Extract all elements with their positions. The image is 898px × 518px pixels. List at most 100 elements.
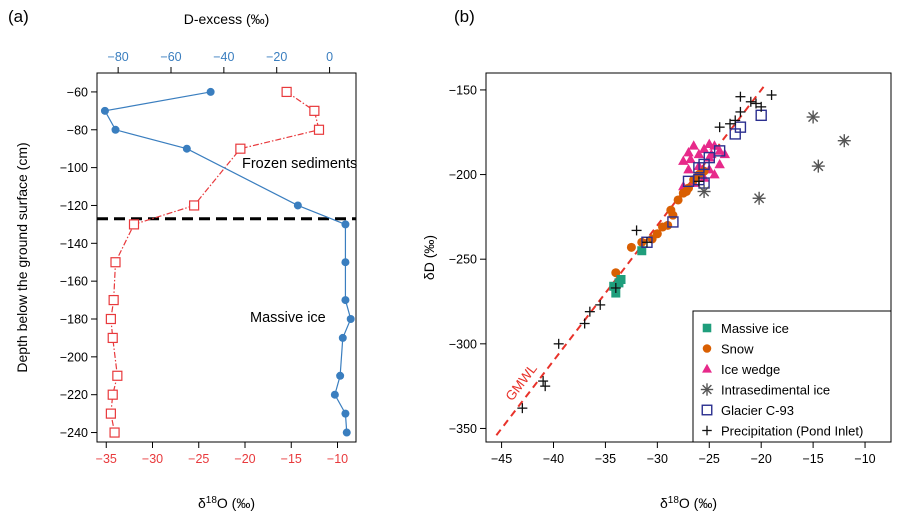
dexcess-point	[341, 258, 350, 267]
x-tick-label: −20	[751, 452, 772, 466]
ice_wedge-point	[714, 145, 725, 155]
precip-point	[735, 91, 746, 102]
asterisk-stroke	[808, 111, 819, 123]
dexcess-series	[100, 87, 355, 437]
panel-label-a: (a)	[8, 7, 29, 26]
dexcess-line	[103, 91, 352, 433]
y-tick-label: −200	[60, 350, 88, 364]
massive_ice-point	[637, 246, 647, 256]
legend-label-snow: Snow	[721, 342, 754, 357]
snow-point	[652, 229, 662, 239]
precip-point	[610, 282, 621, 293]
legend-marker-glacier	[701, 404, 713, 416]
y-tick-label: −200	[449, 168, 477, 182]
precip-point	[735, 106, 746, 117]
x-tick-label: −25	[699, 452, 720, 466]
x-tick-label: −30	[647, 452, 668, 466]
d18o-point	[107, 389, 118, 400]
precip-point	[756, 101, 767, 112]
y-tick-label: −150	[449, 83, 477, 97]
y-tick-label: −350	[449, 422, 477, 436]
precip-point	[579, 318, 590, 329]
y-tick-label: −160	[60, 275, 88, 289]
dexcess-point	[182, 144, 191, 153]
precip-point	[693, 176, 704, 187]
dexcess-point	[206, 87, 215, 96]
d18o-point	[110, 257, 121, 268]
x-bottom-tick-label: −15	[281, 452, 302, 466]
precip-point	[766, 90, 777, 101]
legend-marker-massive_ice	[702, 323, 712, 333]
legend-label-massive_ice: Massive ice	[721, 321, 789, 336]
d18o-point	[309, 105, 320, 116]
precip-point	[553, 338, 564, 349]
dexcess-point	[338, 333, 347, 342]
asterisk-stroke	[698, 186, 710, 197]
d18o-point	[313, 124, 325, 135]
panel-label-b: (b)	[454, 7, 475, 26]
legend-marker-snow	[702, 344, 712, 353]
massive_ice-point	[611, 288, 621, 298]
asterisk-stroke	[702, 384, 712, 395]
ice_wedge-point	[688, 140, 699, 150]
x-bottom-tick-label: −25	[188, 452, 209, 466]
d18o-point	[108, 294, 119, 306]
d18o-point	[128, 219, 140, 230]
intrasedimental-point	[752, 191, 766, 205]
y-tick-label: −60	[67, 85, 88, 99]
asterisk-stroke	[839, 135, 850, 146]
intrasedimental-point	[697, 184, 711, 198]
ice_wedge-point	[709, 140, 720, 150]
snow-point	[681, 186, 691, 196]
y-tick-label: −100	[60, 161, 88, 175]
precip-series	[517, 90, 777, 414]
precip-point	[584, 306, 595, 317]
legend-marker-precip	[702, 425, 712, 436]
annotation-massive-ice: Massive ice	[250, 310, 326, 326]
panel-a: −60−80−100−120−140−160−180−200−220−240−3…	[8, 7, 357, 511]
precip-point	[631, 225, 642, 236]
legend-label-ice_wedge: Ice wedge	[721, 362, 780, 377]
glacier-point	[713, 145, 726, 157]
y-tick-label: −220	[60, 388, 88, 402]
x-bottom-tick-label: −20	[234, 452, 255, 466]
x-tick-label: −10	[854, 452, 875, 466]
glacier-point	[693, 162, 705, 174]
massive_ice-point	[609, 281, 619, 291]
d18o-point	[189, 200, 200, 211]
precip-point	[751, 98, 761, 109]
d18o-point	[105, 313, 116, 325]
y-tick-label: −140	[60, 237, 88, 251]
d18o-point	[107, 332, 118, 344]
d18o-point	[112, 370, 123, 381]
x-tick-label: −45	[491, 452, 512, 466]
precip-point	[714, 122, 725, 133]
asterisk-stroke	[813, 161, 824, 172]
d18o-line	[110, 91, 320, 433]
precip-point	[540, 381, 551, 392]
legend-marker-intrasedimental	[700, 383, 714, 396]
d18o-point	[109, 427, 120, 438]
intrasedimental-point	[806, 110, 820, 124]
glacier-point	[682, 175, 695, 188]
legend-label-intrasedimental: Intrasedimental ice	[721, 383, 830, 398]
massive_ice-series	[609, 246, 647, 298]
dexcess-point	[336, 371, 345, 380]
x-bottom-tick-label: −35	[96, 452, 117, 466]
intrasedimental-series	[697, 110, 851, 205]
x-top-tick-label: −80	[108, 50, 129, 64]
legend: Massive ice Snow Ice wedge Intrasedimental …	[692, 310, 892, 443]
y-tick-label: −180	[60, 313, 88, 327]
y-axis-title: Depth below the ground surface (cm)	[14, 142, 30, 372]
x-tick-label: −40	[543, 452, 564, 466]
x-top-axis-title: D-excess (‰)	[184, 11, 270, 27]
plot-frame	[96, 72, 357, 443]
dexcess-point	[341, 296, 350, 305]
gmwl-line	[495, 82, 768, 436]
x-axis-title: δ18O (‰)	[660, 495, 717, 512]
dexcess-point	[341, 409, 350, 418]
snow-point	[626, 242, 636, 252]
x-top-tick-label: −20	[266, 50, 287, 64]
ice_wedge-point	[709, 169, 720, 179]
